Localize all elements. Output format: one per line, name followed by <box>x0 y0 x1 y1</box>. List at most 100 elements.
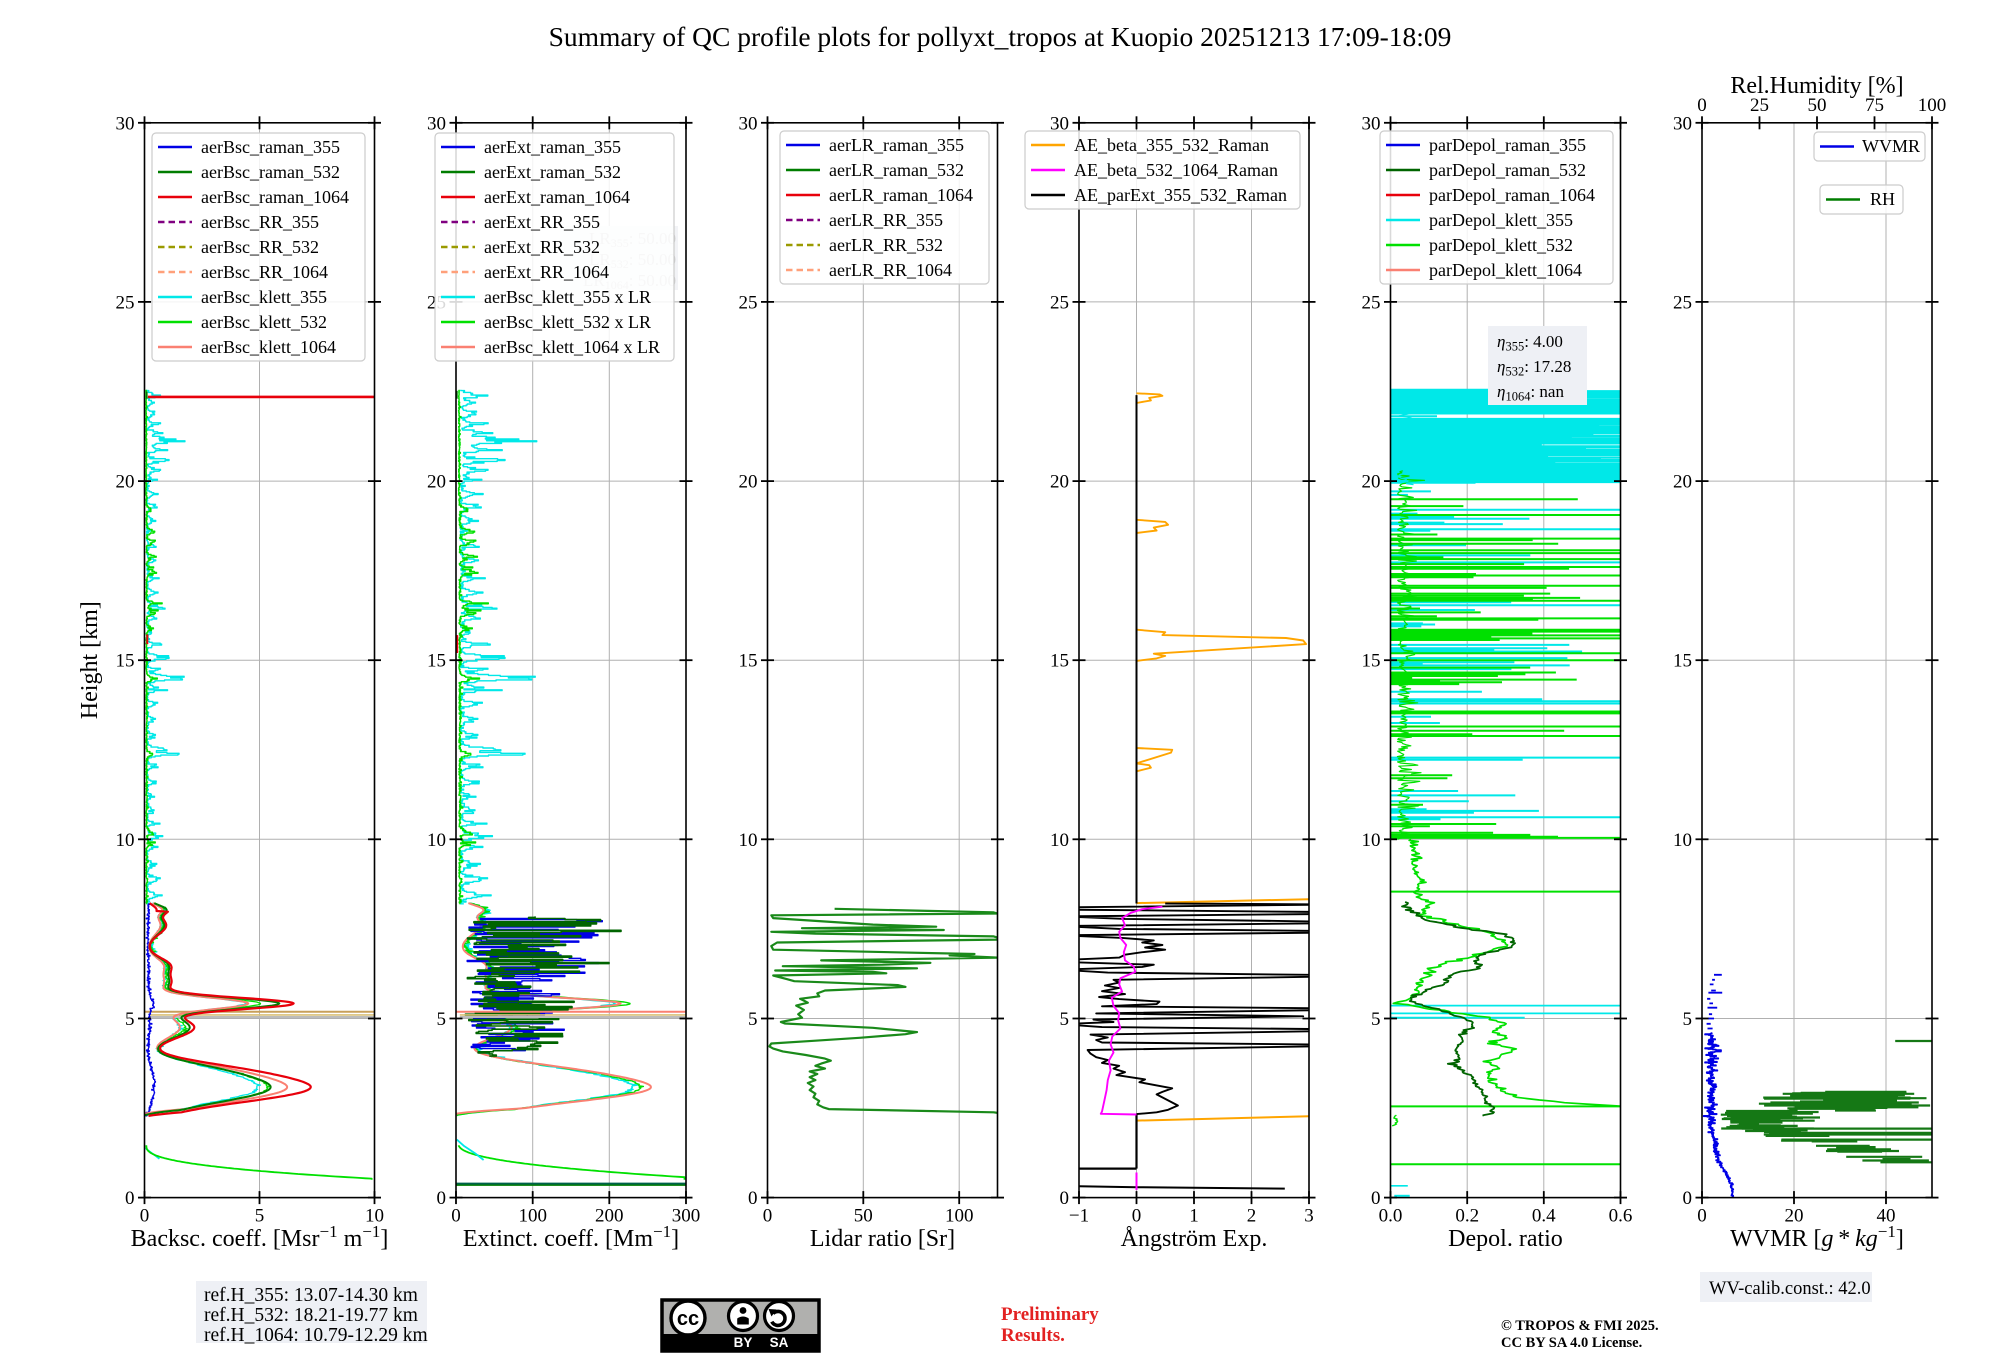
svg-text:0.2: 0.2 <box>1455 1206 1479 1227</box>
svg-text:30: 30 <box>116 113 135 134</box>
svg-text:aerBsc_RR_355: aerBsc_RR_355 <box>201 212 319 232</box>
svg-text:WVMR [g * kg−1]: WVMR [g * kg−1] <box>1730 1222 1904 1252</box>
svg-text:Ångström Exp.: Ångström Exp. <box>1121 1226 1268 1252</box>
svg-text:ref.H_1064: 10.79-12.29 km: ref.H_1064: 10.79-12.29 km <box>204 1325 428 1346</box>
svg-text:100: 100 <box>518 1206 547 1227</box>
svg-text:300: 300 <box>672 1206 701 1227</box>
svg-text:0: 0 <box>1371 1188 1381 1209</box>
svg-text:η355: 4.00: η355: 4.00 <box>1497 332 1563 354</box>
svg-text:5: 5 <box>255 1206 265 1227</box>
svg-text:Lidar ratio [Sr]: Lidar ratio [Sr] <box>810 1226 955 1252</box>
svg-text:0: 0 <box>140 1206 150 1227</box>
svg-text:100: 100 <box>1918 95 1947 116</box>
svg-text:η532: 17.28: η532: 17.28 <box>1497 357 1571 379</box>
svg-text:15: 15 <box>116 651 135 672</box>
svg-text:0: 0 <box>125 1188 135 1209</box>
svg-text:aerBsc_klett_1064: aerBsc_klett_1064 <box>201 337 336 357</box>
svg-text:15: 15 <box>1673 651 1692 672</box>
svg-text:ref.H_355: 13.07-14.30 km: ref.H_355: 13.07-14.30 km <box>204 1285 418 1306</box>
svg-text:Depol. ratio: Depol. ratio <box>1448 1226 1563 1252</box>
svg-text:10: 10 <box>1673 830 1692 851</box>
svg-text:aerExt_raman_1064: aerExt_raman_1064 <box>484 187 630 207</box>
svg-text:75: 75 <box>1865 95 1884 116</box>
svg-text:aerBsc_raman_355: aerBsc_raman_355 <box>201 137 340 157</box>
svg-text:5: 5 <box>1060 1009 1070 1030</box>
svg-text:10: 10 <box>1050 830 1069 851</box>
svg-text:0: 0 <box>1060 1188 1070 1209</box>
svg-text:10: 10 <box>1362 830 1381 851</box>
svg-text:50: 50 <box>1808 95 1827 116</box>
svg-text:0.6: 0.6 <box>1609 1206 1633 1227</box>
svg-text:30: 30 <box>427 113 446 134</box>
svg-text:10: 10 <box>116 830 135 851</box>
svg-text:0: 0 <box>1683 1188 1693 1209</box>
svg-text:Preliminary: Preliminary <box>1001 1304 1099 1325</box>
svg-text:η1064: nan: η1064: nan <box>1497 382 1564 404</box>
svg-text:RH: RH <box>1870 189 1895 209</box>
svg-text:15: 15 <box>427 651 446 672</box>
svg-text:25: 25 <box>1050 292 1069 313</box>
svg-text:0: 0 <box>763 1206 773 1227</box>
svg-text:30: 30 <box>1673 113 1692 134</box>
svg-text:SA: SA <box>770 1335 789 1350</box>
svg-text:20: 20 <box>739 472 758 493</box>
svg-text:0: 0 <box>451 1206 461 1227</box>
svg-text:aerLR_RR_532: aerLR_RR_532 <box>829 235 943 255</box>
svg-text:AE_parExt_355_532_Raman: AE_parExt_355_532_Raman <box>1074 185 1287 205</box>
svg-text:Height [km]: Height [km] <box>77 601 103 719</box>
svg-text:parDepol_raman_355: parDepol_raman_355 <box>1429 135 1586 155</box>
svg-text:aerLR_raman_1064: aerLR_raman_1064 <box>829 185 973 205</box>
svg-text:aerLR_raman_355: aerLR_raman_355 <box>829 135 964 155</box>
svg-text:20: 20 <box>427 472 446 493</box>
svg-text:aerBsc_raman_1064: aerBsc_raman_1064 <box>201 187 349 207</box>
svg-text:30: 30 <box>1050 113 1069 134</box>
svg-text:Rel.Humidity [%]: Rel.Humidity [%] <box>1730 73 1903 99</box>
svg-text:15: 15 <box>739 651 758 672</box>
svg-text:200: 200 <box>595 1206 624 1227</box>
svg-text:25: 25 <box>116 292 135 313</box>
svg-text:25: 25 <box>1673 292 1692 313</box>
svg-text:aerExt_RR_355: aerExt_RR_355 <box>484 212 600 232</box>
svg-text:50: 50 <box>854 1206 873 1227</box>
svg-text:aerExt_RR_1064: aerExt_RR_1064 <box>484 262 609 282</box>
svg-text:10: 10 <box>365 1206 384 1227</box>
svg-text:2: 2 <box>1247 1206 1257 1227</box>
svg-text:5: 5 <box>1683 1009 1693 1030</box>
svg-text:25: 25 <box>739 292 758 313</box>
svg-text:25: 25 <box>1750 95 1769 116</box>
svg-text:aerLR_raman_532: aerLR_raman_532 <box>829 160 964 180</box>
svg-text:0.4: 0.4 <box>1532 1206 1556 1227</box>
svg-text:−1: −1 <box>1069 1206 1089 1227</box>
svg-text:15: 15 <box>1050 651 1069 672</box>
svg-text:aerBsc_RR_1064: aerBsc_RR_1064 <box>201 262 328 282</box>
svg-text:parDepol_klett_355: parDepol_klett_355 <box>1429 210 1573 230</box>
svg-text:0.0: 0.0 <box>1379 1206 1403 1227</box>
svg-text:10: 10 <box>739 830 758 851</box>
svg-text:25: 25 <box>1362 292 1381 313</box>
svg-text:aerExt_RR_532: aerExt_RR_532 <box>484 237 600 257</box>
svg-text:20: 20 <box>1050 472 1069 493</box>
svg-text:0: 0 <box>1132 1206 1142 1227</box>
svg-text:Results.: Results. <box>1001 1325 1065 1346</box>
svg-text:Extinct. coeff. [Mm−1]: Extinct. coeff. [Mm−1] <box>463 1222 679 1252</box>
svg-text:aerLR_RR_355: aerLR_RR_355 <box>829 210 943 230</box>
svg-text:15: 15 <box>1362 651 1381 672</box>
svg-text:WVMR: WVMR <box>1862 136 1920 156</box>
svg-text:20: 20 <box>116 472 135 493</box>
svg-text:5: 5 <box>437 1009 447 1030</box>
svg-text:CC BY SA 4.0 License.: CC BY SA 4.0 License. <box>1501 1335 1642 1351</box>
svg-text:WV-calib.const.: 42.0: WV-calib.const.: 42.0 <box>1709 1279 1871 1299</box>
svg-text:aerBsc_klett_355: aerBsc_klett_355 <box>201 287 327 307</box>
svg-text:5: 5 <box>748 1009 758 1030</box>
svg-text:0: 0 <box>1697 1206 1707 1227</box>
svg-text:BY: BY <box>734 1335 753 1350</box>
svg-text:100: 100 <box>945 1206 974 1227</box>
svg-text:20: 20 <box>1362 472 1381 493</box>
svg-text:aerBsc_raman_532: aerBsc_raman_532 <box>201 162 340 182</box>
svg-text:ref.H_532: 18.21-19.77 km: ref.H_532: 18.21-19.77 km <box>204 1305 418 1326</box>
svg-text:0: 0 <box>437 1188 447 1209</box>
svg-text:parDepol_raman_1064: parDepol_raman_1064 <box>1429 185 1595 205</box>
svg-text:40: 40 <box>1877 1206 1896 1227</box>
svg-text:0: 0 <box>748 1188 758 1209</box>
svg-text:parDepol_klett_532: parDepol_klett_532 <box>1429 235 1573 255</box>
